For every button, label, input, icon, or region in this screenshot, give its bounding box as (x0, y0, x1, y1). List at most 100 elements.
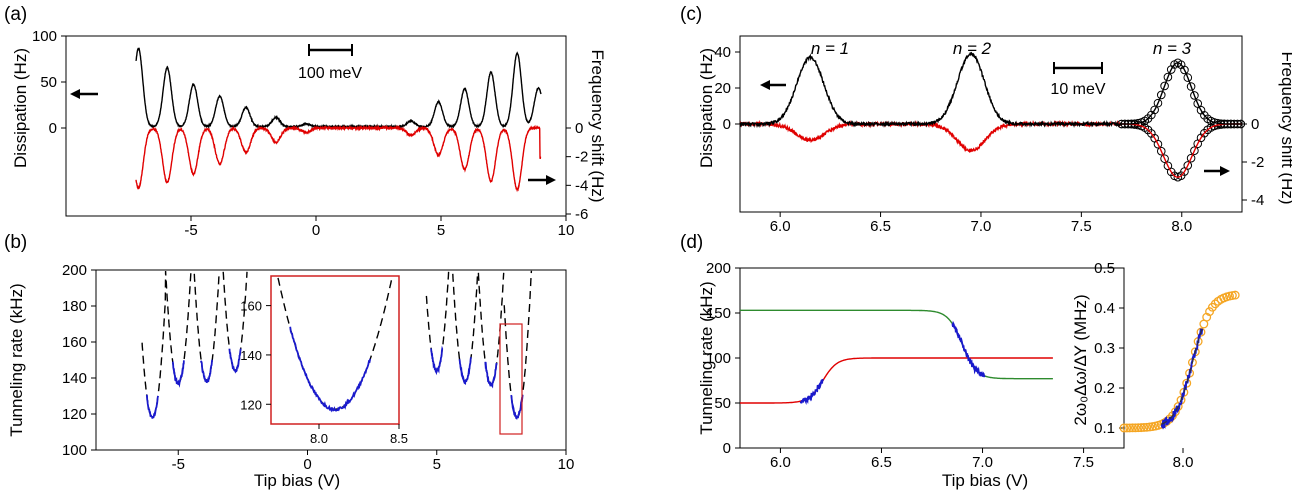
annotation-n3: n = 3 (1153, 39, 1192, 58)
panel-a-ylabel-right: Frequency shift (Hz) (588, 49, 607, 202)
b-x-label-0: -5 (172, 456, 185, 473)
c-x-label-2: 7.0 (971, 218, 992, 235)
panel-a-ylabel-left: Dissipation (Hz) (11, 48, 30, 168)
d-y-label-4: 200 (706, 260, 731, 277)
panel-a-y-right-ticks: 0 -2 -4 -6 (566, 120, 588, 223)
panel-d: Tunneling rate (kHz) Tip bias (V) 6.0 6.5… (697, 260, 1242, 490)
d-y-label-0: 0 (723, 440, 731, 457)
c-black-marker-10 (1150, 105, 1159, 115)
panel-d-x-ticks: 6.0 6.5 7.0 7.5 (770, 448, 1094, 471)
c-red-marker-20 (1183, 161, 1193, 170)
d-x-label-1: 6.5 (871, 454, 892, 471)
c-black-marker-23 (1193, 99, 1203, 108)
frequency-shift-line-a (135, 124, 542, 193)
b-y-label-5: 200 (62, 262, 87, 279)
d-in-y-label-0: 0.1 (1094, 420, 1115, 437)
d-y-label-1: 50 (714, 395, 731, 412)
marker-circles-c (1117, 58, 1246, 182)
inset-b-y-ticks: 120 140 160 (240, 299, 271, 412)
c-black-marker-13 (1160, 81, 1169, 91)
red-step-line-d (740, 357, 1053, 404)
c-red-marker-13 (1160, 154, 1169, 163)
c-red-marker-11 (1153, 139, 1163, 149)
inset-d-x-ticks: 8.0 (1173, 448, 1194, 471)
dissipation-line-a (135, 47, 542, 130)
d-inset-marker-6 (1136, 423, 1146, 433)
d-inset-marker-5 (1133, 423, 1143, 433)
c-x-label-3: 7.5 (1071, 218, 1092, 235)
c-yr-label-1: -2 (1251, 154, 1264, 171)
c-yr-label-0: 0 (1251, 116, 1259, 133)
panel-b-ylabel: Tunneling rate (kHz) (7, 283, 26, 436)
c-x-label-0: 6.0 (770, 218, 791, 235)
a-x-label-3: 10 (558, 222, 575, 239)
blue-data-d (799, 320, 986, 405)
annotation-n1: n = 1 (811, 39, 849, 58)
dissipation-line-c (739, 51, 1123, 129)
d-y-label-3: 150 (706, 305, 731, 322)
c-yl-label-2: 40 (714, 44, 731, 61)
frequency-shift-fit-c (1121, 123, 1242, 178)
panel-b: Tunneling rate (kHz) Tip bias (V) -5 0 5 10… (7, 262, 574, 490)
d-inset-marker-39 (1230, 290, 1240, 300)
right-arrow-a (528, 175, 556, 185)
b-x-label-2: 5 (433, 456, 441, 473)
b-in-y-label-0: 120 (240, 397, 262, 412)
b-y-label-3: 160 (62, 334, 87, 351)
inset-b-data (289, 326, 372, 413)
panel-b-xlabel: Tip bias (V) (254, 471, 340, 490)
c-black-marker-20 (1183, 73, 1193, 82)
d-inset-marker-9 (1145, 422, 1155, 432)
c-black-marker-21 (1186, 82, 1196, 91)
a-yr-label-0: 0 (575, 120, 583, 137)
c-red-marker-22 (1190, 146, 1199, 156)
panel-b-y-ticks: 100 120 140 160 180 200 (62, 262, 96, 459)
b-in-y-label-1: 140 (240, 348, 262, 363)
d-in-y-label-3: 0.4 (1094, 300, 1115, 317)
zoom-box-b (499, 323, 523, 435)
c-yr-label-2: -4 (1251, 192, 1264, 209)
a-yr-label-1: -2 (575, 149, 588, 166)
c-x-label-1: 6.5 (870, 218, 891, 235)
inset-b-x-ticks: 8.0 8.5 (310, 424, 408, 446)
panel-c-ylabel-right: Frequency shift (Hz) (1278, 51, 1292, 204)
c-yl-label-0: 0 (723, 116, 731, 133)
b-in-y-label-2: 160 (240, 299, 262, 314)
d-inset-marker-2 (1125, 423, 1135, 433)
annotation-n2: n = 2 (953, 39, 992, 58)
a-yr-label-3: -6 (575, 206, 588, 223)
scale-bar-a-label: 100 meV (298, 65, 362, 82)
panel-a-x-ticks: -5 0 5 10 (184, 216, 574, 239)
panel-c-y-right-ticks: 0 -2 -4 (1242, 116, 1264, 209)
d-y-label-2: 100 (706, 350, 731, 367)
b-y-label-2: 140 (62, 370, 87, 387)
d-inset-marker-32 (1210, 299, 1220, 309)
a-x-label-2: 5 (437, 222, 445, 239)
inset-d-y-ticks: 0.1 0.2 0.3 0.4 0.5 (1094, 260, 1124, 437)
panel-c-x-ticks: 6.0 6.5 7.0 7.5 8.0 (770, 212, 1192, 235)
d-inset-marker-3 (1128, 423, 1138, 433)
d-inset-marker-1 (1122, 423, 1132, 433)
d-in-y-label-2: 0.3 (1094, 340, 1115, 357)
c-black-marker-22 (1190, 91, 1199, 100)
panel-c-y-left-ticks: 0 20 40 (714, 44, 740, 133)
d-in-x-label-0: 8.0 (1173, 454, 1194, 471)
d-x-label-0: 6.0 (770, 454, 791, 471)
panel-d-xlabel: Tip bias (V) (942, 471, 1028, 490)
a-yl-label-2: 100 (32, 28, 57, 45)
c-black-marker-19 (1180, 65, 1189, 75)
c-black-marker-11 (1153, 98, 1163, 108)
inset-b-frame (270, 275, 400, 425)
panel-b-x-ticks: -5 0 5 10 (172, 450, 574, 473)
b-in-x-label-1: 8.5 (390, 431, 408, 446)
d-in-y-label-4: 0.5 (1094, 260, 1115, 277)
d-in-y-label-1: 0.2 (1094, 380, 1115, 397)
left-arrow-a (70, 89, 98, 99)
c-yl-label-1: 20 (714, 80, 731, 97)
d-inset-marker-27 (1196, 327, 1206, 337)
panel-c: Dissipation (Hz) Frequency shift (Hz) 6.… (697, 35, 1292, 235)
panel-label-d: (d) (680, 232, 703, 253)
panel-c-ylabel-left: Dissipation (Hz) (697, 48, 716, 168)
panel-label-c: (c) (680, 4, 702, 25)
